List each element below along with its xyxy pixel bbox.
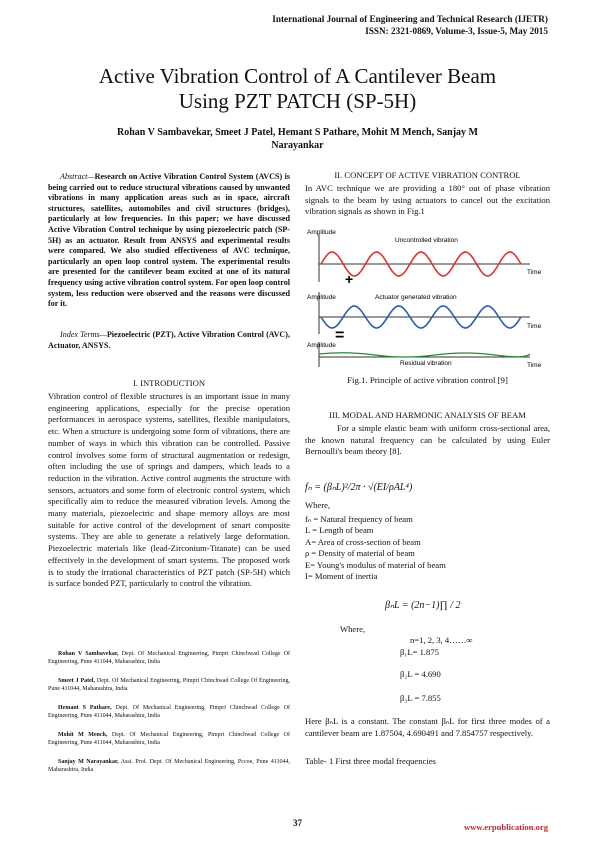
- n-values: n=1, 2, 3, 4……∞: [410, 635, 473, 645]
- concept-text: In AVC technique we are providing a 180°…: [305, 183, 550, 217]
- axis-label: Amplitude: [307, 229, 336, 236]
- where: Where,: [340, 624, 366, 634]
- affiliation-text: Dept. Of Mechanical Engineering, Pimpri …: [48, 651, 290, 666]
- beta-value: β₁L= 1.875: [400, 647, 439, 657]
- affiliation-text: Asst. Prof. Dept. Of Mechanical Engineer…: [48, 758, 290, 773]
- authors: Rohan V Sambavekar, Smeet J Patel, Heman…: [116, 127, 478, 151]
- panel-label: Actuator generated vibration: [375, 294, 457, 301]
- beta-value: β₃L = 7.855: [400, 693, 441, 703]
- intro-text: Vibration control of flexible structures…: [48, 391, 290, 589]
- svg-text:=: =: [335, 327, 344, 344]
- affiliation-text: Dept. Of Mechanical Engineering, Pimpri …: [48, 731, 290, 746]
- abstract: Abstract—Research on Active Vibration Co…: [48, 172, 290, 309]
- affiliation-name: Rohan V Sambavekar,: [58, 651, 119, 657]
- url: www.erpublication.org: [463, 822, 548, 832]
- definition: I= Moment of inertia: [305, 571, 378, 582]
- index-terms: Index Terms—Piezoelectric (PZT), Active …: [48, 330, 290, 350]
- axis-label: Time: [527, 269, 542, 276]
- definition: L = Length of beam: [305, 525, 374, 536]
- section-heading: II. CONCEPT OF ACTIVE VIBRATION CONTROL: [334, 170, 521, 180]
- formula: βₙL = (2n−1)∏ / 2: [385, 600, 461, 611]
- modal-text: Here βₙL is a constant. The constant βₙL…: [305, 716, 550, 738]
- axis-label: Amplitude: [307, 294, 336, 301]
- section-heading: III. MODAL AND HARMONIC ANALYSIS OF BEAM: [329, 410, 526, 420]
- svg-text:+: +: [345, 271, 353, 287]
- axis-label: Amplitude: [307, 342, 336, 349]
- affiliation: Hemant S Pathare, Dept. Of Mechanical En…: [48, 704, 290, 720]
- definition: A= Area of cross-section of beam: [305, 536, 421, 547]
- definition: E= Young's modulus of material of beam: [305, 559, 446, 570]
- modal-text: For a simple elastic beam with uniform c…: [305, 423, 550, 457]
- affiliation: Rohan V Sambavekar, Dept. Of Mechanical …: [48, 650, 290, 666]
- panel-label: Uncontrolled vibration: [395, 237, 458, 244]
- affiliation-name: Smeet J Patel,: [58, 677, 95, 684]
- affiliation-name: Hemant S Pathare,: [58, 704, 112, 711]
- affiliations: Rohan V Sambavekar, Dept. Of Mechanical …: [48, 650, 290, 785]
- affiliation-text: Dept. Of Mechanical Engineering, Pimpri …: [48, 677, 290, 693]
- affiliation: Sanjay M Narayankar, Asst. Prof. Dept. O…: [48, 758, 290, 774]
- affiliation-name: Sanjay M Narayankar,: [58, 758, 119, 765]
- panel-label: Residual vibration: [400, 360, 452, 367]
- where: Where,: [305, 500, 331, 510]
- affiliation: Mohit M Mench, Dept. Of Mechanical Engin…: [48, 731, 290, 747]
- figure-caption: Fig.1. Principle of active vibration con…: [347, 375, 508, 385]
- definition: ρ = Density of material of beam: [305, 548, 415, 559]
- journal: International Journal of Engineering and…: [272, 14, 548, 24]
- section-heading: I. INTRODUCTION: [132, 378, 206, 388]
- axis-label: Time: [527, 323, 542, 330]
- axis-label: Time: [527, 362, 542, 369]
- figure: + = Amplitude Amplitude Amplitude Time T…: [307, 229, 542, 369]
- affiliation: Smeet J Patel, Dept. Of Mechanical Engin…: [48, 677, 290, 693]
- page-number: 37: [293, 818, 302, 828]
- title: Active Vibration Control of A Cantilever…: [98, 64, 497, 88]
- definition: fₙ = Natural frequency of beam: [305, 514, 413, 524]
- title: Using PZT PATCH (SP-5H): [178, 89, 417, 113]
- affiliation-name: Mohit M Mench,: [58, 731, 108, 738]
- table-caption: Table- 1 First three modal frequencies: [305, 756, 436, 766]
- affiliation-text: Dept. Of Mechanical Engineering, Pimpri …: [48, 704, 291, 720]
- definitions: fₙ = Natural frequency of beam L = Length…: [305, 514, 550, 582]
- issn: ISSN: 2321-0869, Volume-3, Issue-5, May …: [365, 26, 548, 36]
- formula: fₙ = (βₙL)²/2π · √(EI/ρAL⁴): [305, 482, 413, 493]
- beta-value: β₂L = 4.690: [400, 669, 441, 679]
